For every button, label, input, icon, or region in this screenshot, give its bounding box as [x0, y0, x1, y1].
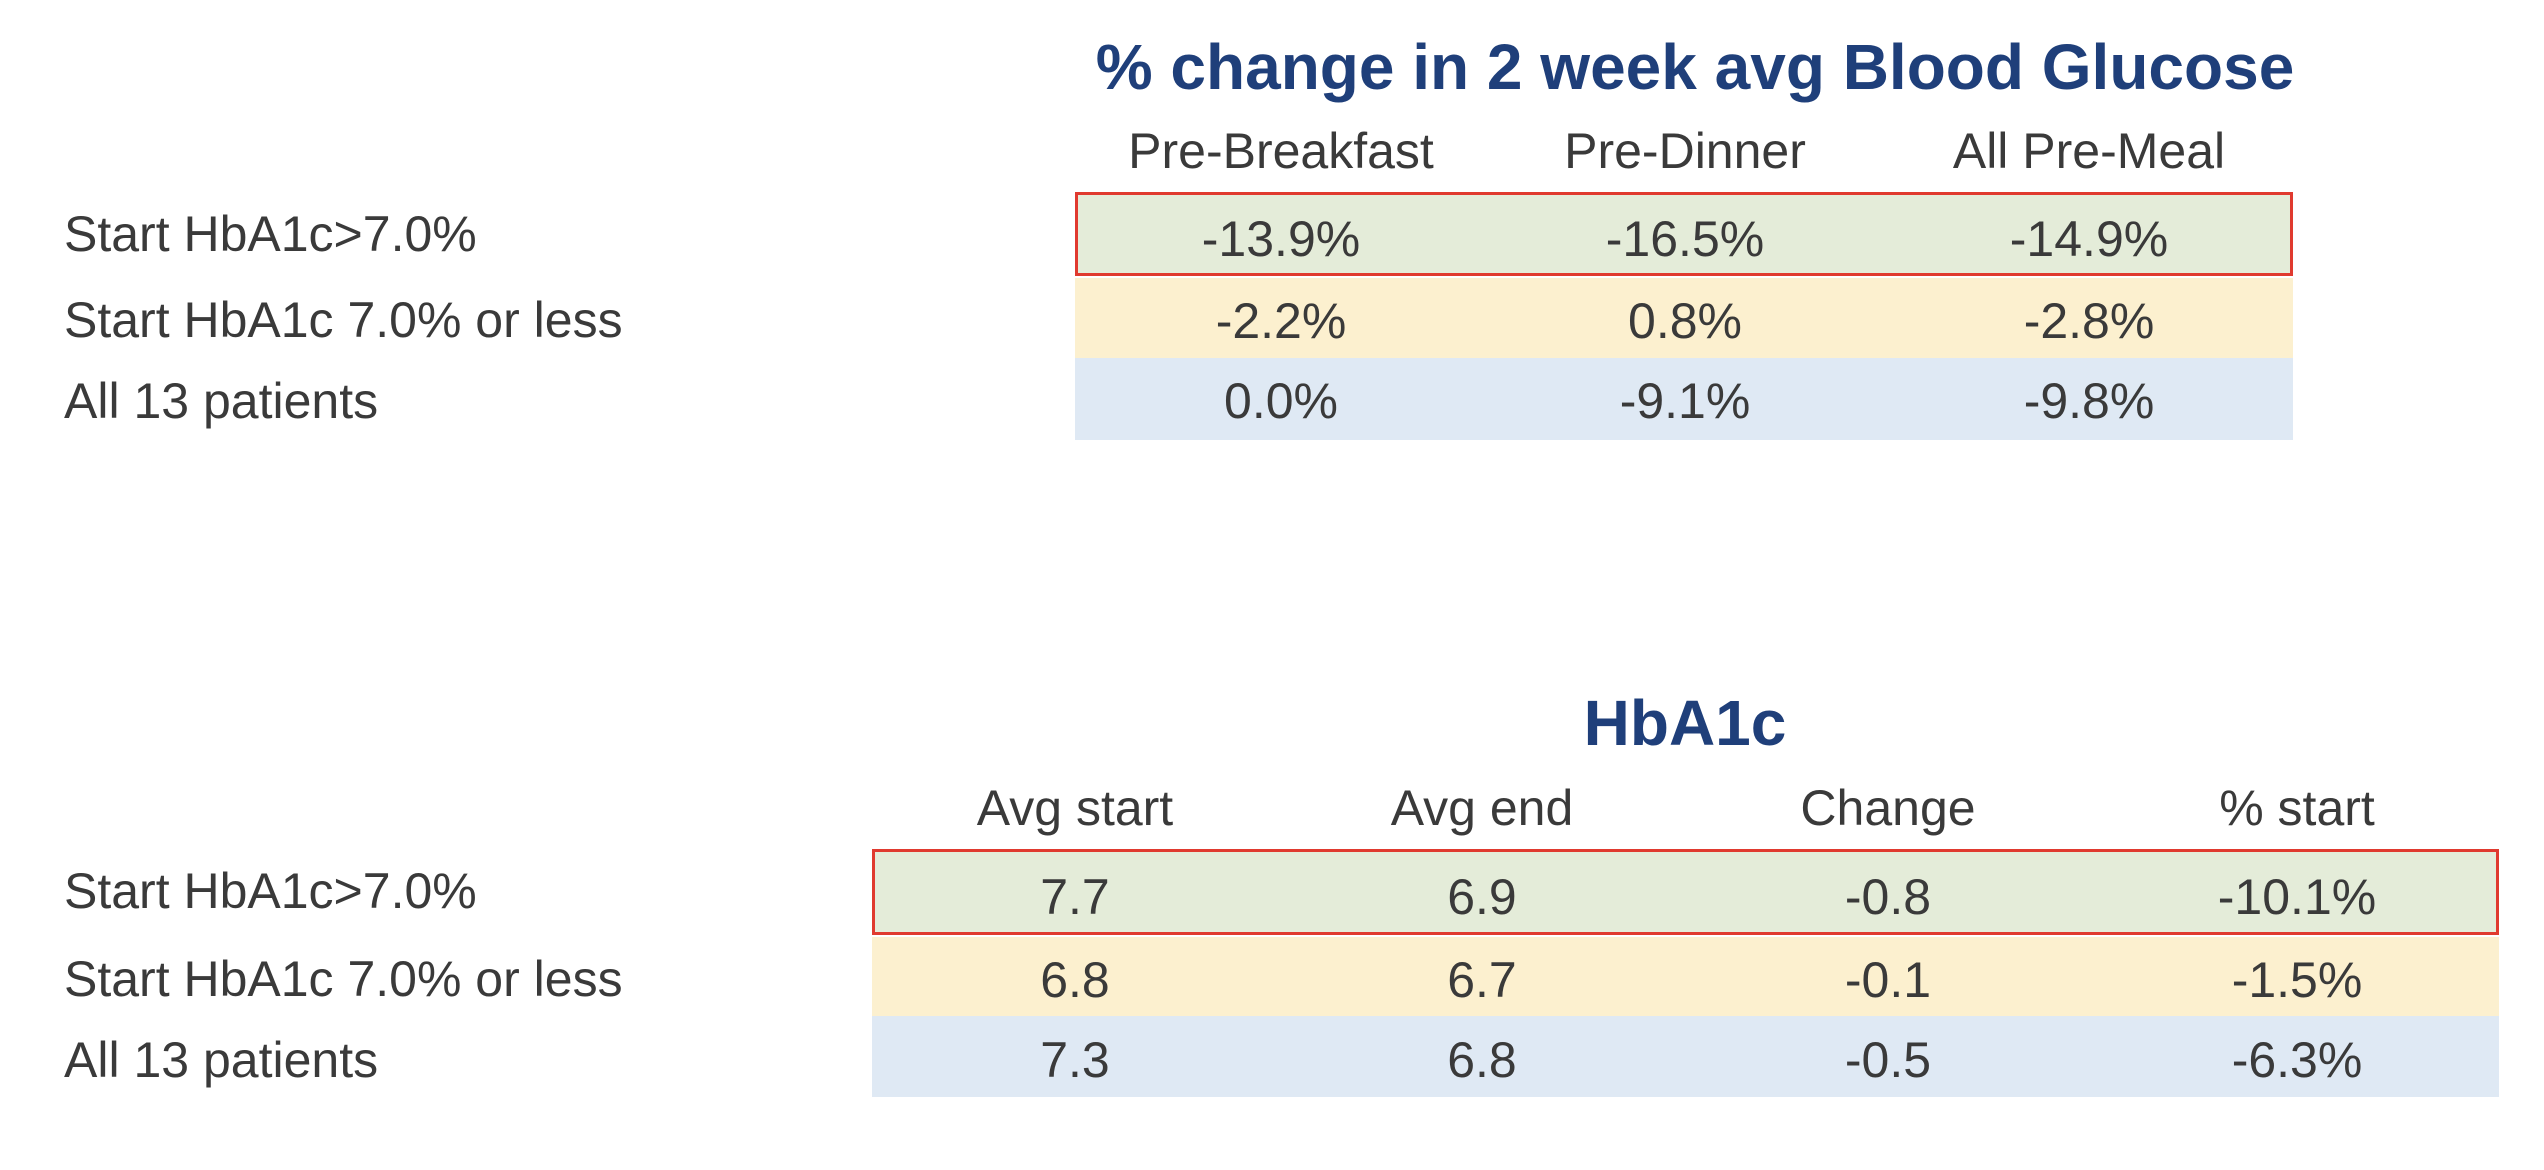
hba1c-cell: -0.1	[1844, 952, 1932, 1008]
hba1c-row-highlight	[872, 849, 2499, 935]
hba1c-col-change: Change	[1800, 780, 1976, 836]
hba1c-cell: 7.3	[1040, 1032, 1110, 1088]
glucose-cell: -16.5%	[1605, 211, 1765, 267]
hba1c-row-band-high	[872, 849, 2499, 935]
hba1c-table-title: HbA1c	[1583, 687, 1787, 759]
hba1c-row-label-all: All 13 patients	[64, 1032, 379, 1088]
glucose-row-label-low: Start HbA1c 7.0% or less	[64, 292, 623, 348]
glucose-row-band-high	[1075, 192, 2293, 276]
hba1c-row-band-low	[872, 937, 2499, 1016]
hba1c-col-avg-end: Avg end	[1390, 780, 1574, 836]
hba1c-cell: 7.7	[1040, 869, 1110, 925]
hba1c-col-avg-start: Avg start	[976, 780, 1174, 836]
glucose-row-label-high: Start HbA1c>7.0%	[64, 206, 477, 262]
glucose-cell: 0.0%	[1224, 373, 1338, 429]
hba1c-col-pct-start: % start	[2219, 780, 2375, 836]
glucose-cell: -9.1%	[1619, 373, 1751, 429]
hba1c-cell: 6.7	[1447, 952, 1517, 1008]
hba1c-cell: -0.8	[1844, 869, 1932, 925]
glucose-cell: -14.9%	[2009, 211, 2169, 267]
glucose-row-label-all: All 13 patients	[64, 373, 379, 429]
glucose-col-all-pre-meal: All Pre-Meal	[1952, 123, 2226, 179]
glucose-cell: -2.8%	[2023, 293, 2155, 349]
glucose-row-band-all	[1075, 358, 2293, 440]
glucose-row-band-low	[1075, 278, 2293, 358]
hba1c-cell: -6.3%	[2231, 1032, 2363, 1088]
hba1c-row-label-high: Start HbA1c>7.0%	[64, 863, 477, 919]
hba1c-cell: -1.5%	[2231, 952, 2363, 1008]
glucose-col-pre-dinner: Pre-Dinner	[1564, 123, 1806, 179]
glucose-cell: -9.8%	[2023, 373, 2155, 429]
hba1c-row-label-low: Start HbA1c 7.0% or less	[64, 951, 623, 1007]
glucose-table-title: % change in 2 week avg Blood Glucose	[1095, 31, 2295, 103]
hba1c-cell: 6.8	[1040, 952, 1110, 1008]
glucose-cell: 0.8%	[1628, 293, 1742, 349]
hba1c-cell: 6.8	[1447, 1032, 1517, 1088]
hba1c-cell: -10.1%	[2217, 869, 2377, 925]
hba1c-cell: 6.9	[1447, 869, 1517, 925]
glucose-cell: -2.2%	[1215, 293, 1347, 349]
glucose-cell: -13.9%	[1201, 211, 1361, 267]
hba1c-cell: -0.5	[1844, 1032, 1932, 1088]
glucose-row-highlight	[1075, 192, 2293, 276]
hba1c-row-band-all	[872, 1016, 2499, 1097]
glucose-col-pre-breakfast: Pre-Breakfast	[1128, 123, 1434, 179]
